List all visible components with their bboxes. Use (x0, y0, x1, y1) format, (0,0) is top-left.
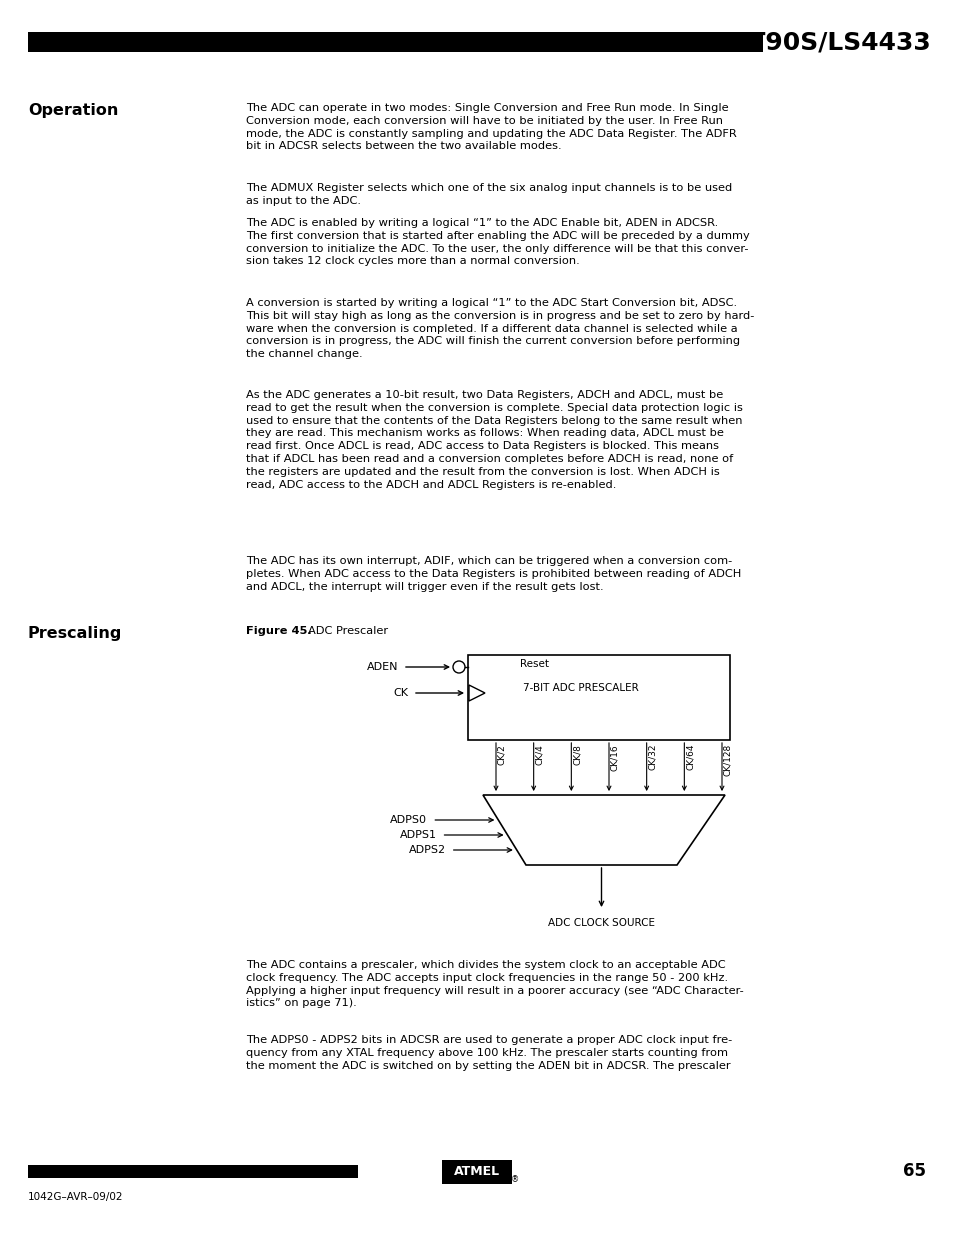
Text: Operation: Operation (28, 103, 118, 119)
Text: CK/32: CK/32 (647, 743, 657, 771)
Text: CK/8: CK/8 (572, 743, 581, 764)
Text: AT90S/LS4433: AT90S/LS4433 (732, 30, 931, 54)
Bar (441, 1160, 512, 1183)
Bar (28, 32, 762, 52)
Text: CK/16: CK/16 (610, 743, 618, 771)
Text: Figure 45.: Figure 45. (246, 626, 312, 636)
Text: ADPS0: ADPS0 (390, 815, 427, 825)
Text: 1042G–AVR–09/02: 1042G–AVR–09/02 (28, 1192, 123, 1202)
Text: ADEN: ADEN (366, 662, 397, 672)
Text: The ADC has its own interrupt, ADIF, which can be triggered when a conversion co: The ADC has its own interrupt, ADIF, whi… (246, 556, 740, 592)
Bar (468, 655, 729, 740)
Text: The ADC can operate in two modes: Single Conversion and Free Run mode. In Single: The ADC can operate in two modes: Single… (246, 103, 736, 152)
Text: CK/4: CK/4 (535, 743, 543, 764)
Bar (28, 1165, 357, 1178)
Text: CK: CK (393, 688, 408, 698)
Text: The ADC is enabled by writing a logical “1” to the ADC Enable bit, ADEN in ADCSR: The ADC is enabled by writing a logical … (246, 219, 749, 267)
Text: ADPS2: ADPS2 (408, 845, 445, 855)
Text: Reset: Reset (519, 659, 548, 669)
Text: ®: ® (511, 1174, 518, 1184)
Text: 65: 65 (902, 1162, 925, 1181)
Text: CK/2: CK/2 (497, 743, 506, 764)
Text: The ADMUX Register selects which one of the six analog input channels is to be u: The ADMUX Register selects which one of … (246, 183, 732, 206)
Text: The ADPS0 - ADPS2 bits in ADCSR are used to generate a proper ADC clock input fr: The ADPS0 - ADPS2 bits in ADCSR are used… (246, 1035, 732, 1071)
Polygon shape (482, 795, 724, 864)
Text: Prescaling: Prescaling (28, 626, 122, 641)
Text: As the ADC generates a 10-bit result, two Data Registers, ADCH and ADCL, must be: As the ADC generates a 10-bit result, tw… (246, 390, 742, 489)
Polygon shape (469, 685, 484, 701)
Text: The ADC contains a prescaler, which divides the system clock to an acceptable AD: The ADC contains a prescaler, which divi… (246, 960, 743, 1009)
Text: ADC Prescaler: ADC Prescaler (308, 626, 388, 636)
Text: CK/128: CK/128 (722, 743, 732, 777)
Text: 7-BIT ADC PRESCALER: 7-BIT ADC PRESCALER (522, 683, 639, 693)
Text: A conversion is started by writing a logical “1” to the ADC Start Conversion bit: A conversion is started by writing a log… (246, 298, 754, 359)
Text: ADPS1: ADPS1 (399, 830, 436, 840)
Text: ATMEL: ATMEL (454, 1165, 499, 1178)
Text: ADC CLOCK SOURCE: ADC CLOCK SOURCE (547, 918, 655, 927)
Text: CK/64: CK/64 (685, 743, 694, 771)
